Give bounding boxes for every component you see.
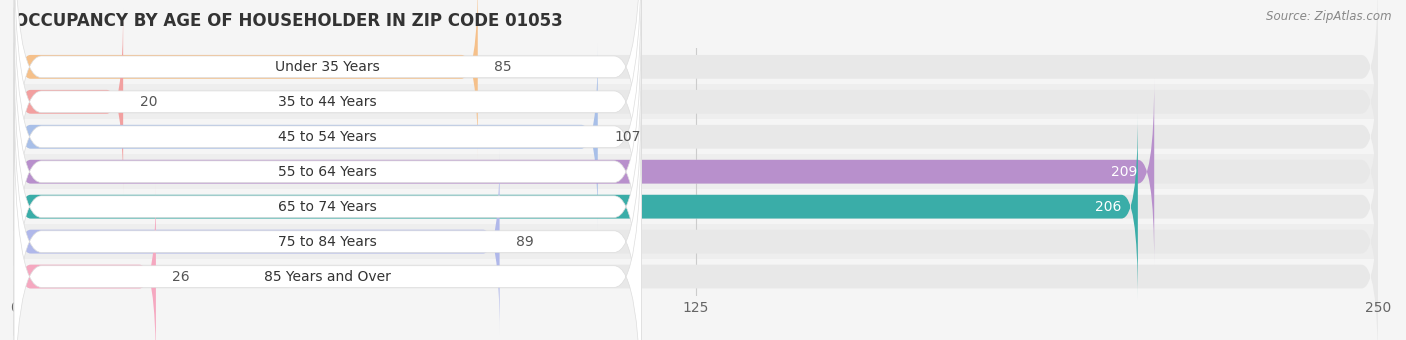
Text: 26: 26 bbox=[173, 270, 190, 284]
FancyBboxPatch shape bbox=[14, 9, 1378, 195]
Text: 55 to 64 Years: 55 to 64 Years bbox=[278, 165, 377, 179]
FancyBboxPatch shape bbox=[14, 0, 478, 160]
Text: Under 35 Years: Under 35 Years bbox=[276, 60, 380, 74]
FancyBboxPatch shape bbox=[14, 149, 1378, 335]
Bar bbox=[14, 224, 1378, 259]
Text: 20: 20 bbox=[139, 95, 157, 109]
FancyBboxPatch shape bbox=[14, 44, 1378, 230]
Text: 85: 85 bbox=[494, 60, 512, 74]
Bar bbox=[14, 84, 1378, 119]
FancyBboxPatch shape bbox=[14, 114, 1378, 300]
Text: 89: 89 bbox=[516, 235, 534, 249]
Bar bbox=[14, 259, 1378, 294]
Text: 107: 107 bbox=[614, 130, 641, 144]
FancyBboxPatch shape bbox=[14, 113, 641, 340]
FancyBboxPatch shape bbox=[14, 184, 1378, 340]
Bar bbox=[14, 49, 1378, 84]
FancyBboxPatch shape bbox=[14, 114, 1137, 300]
Text: OCCUPANCY BY AGE OF HOUSEHOLDER IN ZIP CODE 01053: OCCUPANCY BY AGE OF HOUSEHOLDER IN ZIP C… bbox=[14, 12, 562, 30]
FancyBboxPatch shape bbox=[14, 0, 641, 266]
FancyBboxPatch shape bbox=[14, 43, 641, 340]
Text: 209: 209 bbox=[1112, 165, 1137, 179]
FancyBboxPatch shape bbox=[14, 78, 641, 340]
Text: 65 to 74 Years: 65 to 74 Years bbox=[278, 200, 377, 214]
FancyBboxPatch shape bbox=[14, 184, 156, 340]
Bar bbox=[14, 189, 1378, 224]
FancyBboxPatch shape bbox=[14, 8, 641, 336]
Text: 85 Years and Over: 85 Years and Over bbox=[264, 270, 391, 284]
Bar bbox=[14, 154, 1378, 189]
FancyBboxPatch shape bbox=[14, 0, 1378, 160]
FancyBboxPatch shape bbox=[14, 9, 124, 195]
FancyBboxPatch shape bbox=[14, 44, 598, 230]
Text: 206: 206 bbox=[1095, 200, 1122, 214]
FancyBboxPatch shape bbox=[14, 0, 641, 231]
Text: 35 to 44 Years: 35 to 44 Years bbox=[278, 95, 377, 109]
Text: 75 to 84 Years: 75 to 84 Years bbox=[278, 235, 377, 249]
FancyBboxPatch shape bbox=[14, 0, 641, 301]
Bar bbox=[14, 119, 1378, 154]
Text: Source: ZipAtlas.com: Source: ZipAtlas.com bbox=[1267, 10, 1392, 23]
FancyBboxPatch shape bbox=[14, 79, 1154, 265]
FancyBboxPatch shape bbox=[14, 149, 499, 335]
FancyBboxPatch shape bbox=[14, 79, 1378, 265]
Text: 45 to 54 Years: 45 to 54 Years bbox=[278, 130, 377, 144]
